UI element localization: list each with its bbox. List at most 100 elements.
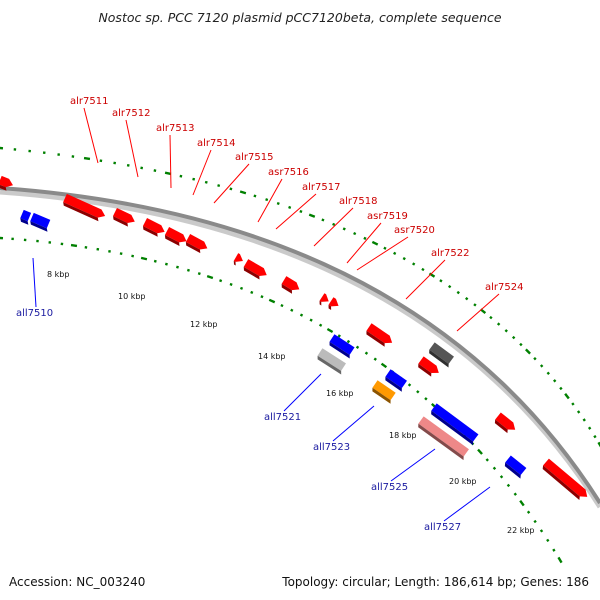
gene-feature-forward <box>63 193 106 222</box>
leader-line <box>443 486 491 522</box>
gene-label-forward: alr7518 <box>339 196 377 207</box>
inner-tick-mark <box>513 492 517 496</box>
feature-shadow <box>281 283 293 294</box>
feature-face <box>164 227 187 243</box>
outer-tick-ring <box>0 146 600 449</box>
feature-track <box>0 175 588 501</box>
outer-tick-mark <box>140 166 144 170</box>
inner-tick-mark <box>499 475 504 479</box>
inner-tick-mark <box>186 268 190 272</box>
feature-face <box>418 416 469 457</box>
kbp-tick-label: 16 kbp <box>326 389 354 398</box>
feature-shadow <box>319 300 322 306</box>
inner-tick-mark <box>229 282 233 286</box>
outer-tick-mark <box>113 161 117 165</box>
inner-tick-mark <box>506 483 511 488</box>
feature-shadow <box>113 216 128 227</box>
inner-tick-mark <box>346 339 351 344</box>
outer-tick-mark <box>126 163 130 167</box>
inner-tick-mark <box>416 390 420 394</box>
sequence-backbone <box>0 186 600 505</box>
feature-shadow <box>542 465 580 501</box>
inner-tick-mark <box>36 239 39 243</box>
label-leaders <box>32 107 500 522</box>
inner-tick-mark <box>239 286 244 290</box>
outer-tick-mark <box>153 169 157 172</box>
outer-tick-mark <box>83 156 91 161</box>
outer-tick-mark <box>383 246 387 250</box>
outer-tick-mark <box>456 290 460 295</box>
inner-tick-mark <box>260 295 264 299</box>
inner-tick-mark <box>492 466 497 471</box>
feature-shadow <box>385 376 402 392</box>
gene-label-forward: alr7517 <box>302 182 340 193</box>
gene-label-forward: asr7520 <box>394 225 435 236</box>
inner-tick-mark <box>326 327 334 334</box>
outer-tick-mark <box>539 364 544 368</box>
leader-line <box>169 134 172 189</box>
leader-line <box>390 448 436 482</box>
feature-face <box>281 276 300 291</box>
map-title: Nostoc sp. PCC 7120 plasmid pCC7120beta,… <box>98 10 501 25</box>
inner-tick-mark <box>48 241 52 244</box>
gene-feature-light_grey_feature <box>317 348 346 375</box>
leader-line <box>192 149 212 196</box>
kbp-tick-label: 20 kbp <box>449 477 477 486</box>
outer-tick-mark <box>332 222 336 226</box>
leader-line <box>257 178 283 223</box>
gene-label-reverse: all7523 <box>313 442 350 453</box>
outer-tick-mark <box>465 296 469 301</box>
feature-shadow <box>431 410 474 446</box>
outer-tick-mark <box>473 303 477 307</box>
leader-line <box>83 107 99 164</box>
gene-feature-reverse <box>20 209 32 225</box>
inner-tick-ring <box>0 236 563 564</box>
gene-feature-orange_feature <box>372 380 396 404</box>
feature-face <box>319 293 329 302</box>
outer-tick-mark <box>28 149 31 153</box>
inner-tick-mark <box>153 259 157 263</box>
outer-tick-mark <box>504 329 508 333</box>
feature-face <box>185 234 208 250</box>
inner-tick-mark <box>280 303 284 308</box>
gene-feature-forward <box>185 234 208 254</box>
inner-tick-mark <box>424 397 428 401</box>
outer-tick-mark <box>164 171 172 176</box>
inner-tick-mark <box>131 254 135 258</box>
gene-feature-forward <box>233 253 243 266</box>
leader-line <box>346 222 382 264</box>
gene-feature-forward <box>243 259 267 280</box>
gene-feature-grey_feature <box>429 342 454 368</box>
feature-shadow <box>418 423 464 461</box>
kbp-tick-label: 10 kbp <box>118 292 146 301</box>
inner-tick-mark <box>119 252 123 256</box>
inner-tick-mark <box>84 245 88 249</box>
outer-tick-mark <box>489 315 493 320</box>
gene-feature-pink_feature <box>418 416 469 461</box>
outer-tick-mark <box>496 322 501 326</box>
feature-shadow <box>317 355 342 375</box>
feature-shadow <box>329 341 350 359</box>
outer-tick-mark <box>519 342 523 347</box>
gene-label-reverse: all7527 <box>424 522 461 533</box>
gene-label-reverse: all7525 <box>371 482 408 493</box>
outer-tick-mark <box>412 262 416 266</box>
outer-tick-mark <box>439 279 443 283</box>
feature-face <box>233 253 243 262</box>
gene-label-reverse: all7521 <box>264 412 301 423</box>
leader-line <box>332 405 375 442</box>
feature-shadow <box>63 202 99 222</box>
outer-tick-mark <box>299 209 303 214</box>
gene-feature-forward <box>494 412 516 434</box>
inner-tick-mark <box>206 274 214 280</box>
gene-feature-forward <box>328 297 339 311</box>
inner-tick-mark <box>380 362 388 369</box>
feature-face <box>30 212 51 229</box>
gene-label-forward: asr7516 <box>268 167 309 178</box>
outer-tick-mark <box>308 213 316 218</box>
inner-tick-mark <box>290 308 294 312</box>
feature-shadow <box>372 387 391 404</box>
outer-tick-mark <box>276 201 280 206</box>
inner-tick-mark <box>373 357 377 361</box>
